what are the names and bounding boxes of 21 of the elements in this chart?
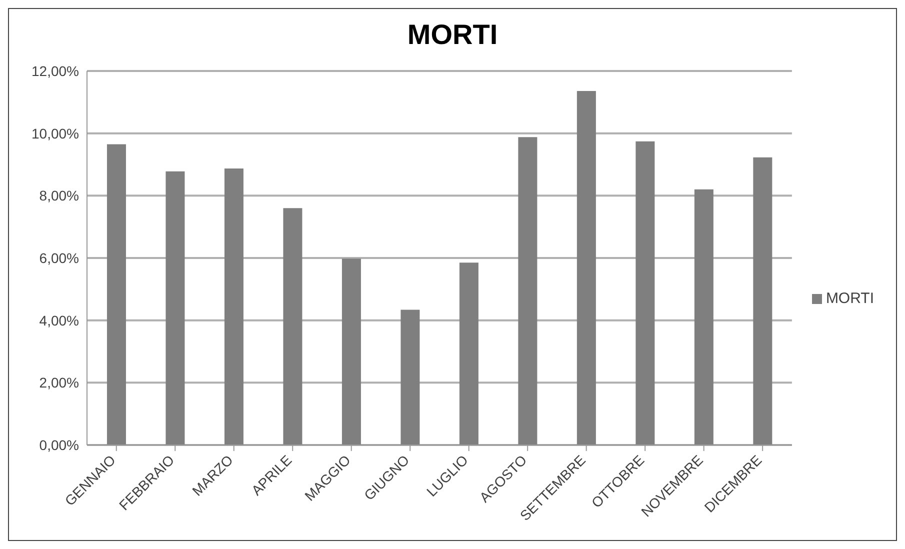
- bar: [694, 189, 714, 445]
- y-tick-label: 2,00%: [39, 374, 79, 391]
- bar: [518, 137, 538, 445]
- chart-title: MORTI: [406, 19, 499, 52]
- bar: [636, 141, 655, 445]
- bar: [459, 262, 478, 445]
- bar: [576, 90, 596, 445]
- bar: [342, 258, 361, 445]
- y-tick-label: 8,00%: [39, 188, 79, 204]
- bar: [400, 310, 420, 445]
- legend-label: MORTI: [826, 290, 874, 306]
- bar: [224, 168, 244, 445]
- y-tick-label: 4,00%: [39, 312, 79, 328]
- bar: [283, 208, 302, 445]
- y-tick-label: 10,00%: [32, 125, 79, 142]
- bar: [166, 171, 185, 445]
- y-tick-label: 6,00%: [39, 250, 79, 266]
- y-tick-label: 0,00%: [39, 436, 79, 453]
- bar: [106, 144, 126, 445]
- y-tick-label: 12,00%: [32, 62, 79, 79]
- bar: [753, 157, 772, 445]
